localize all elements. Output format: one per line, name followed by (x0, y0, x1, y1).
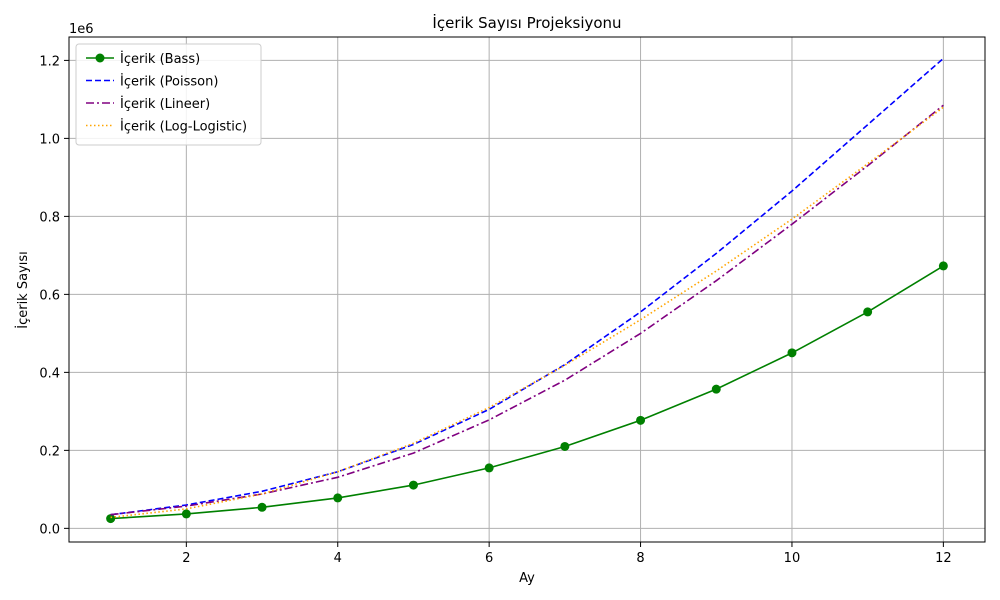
legend: İçerik (Bass) İçerik (Poisson) İçerik (Lin… (75, 43, 262, 146)
y-tick-label: 1.2 (39, 54, 60, 69)
data-point (484, 463, 494, 473)
legend-box (75, 43, 262, 146)
x-tick-label: 2 (182, 551, 190, 566)
data-point (787, 348, 797, 358)
series-lines (106, 57, 948, 524)
legend-label: İçerik (Log-Logistic) (120, 119, 247, 135)
data-point (560, 441, 570, 451)
data-point (181, 509, 191, 519)
plot-frame (68, 36, 986, 543)
y-tick-label: 0.0 (39, 522, 60, 537)
data-point (106, 514, 116, 524)
y-tick-label: 0.6 (39, 288, 60, 303)
x-tick-label: 6 (485, 551, 493, 566)
legend-label: İçerik (Lineer) (120, 96, 210, 112)
data-point (938, 261, 948, 271)
x-tick-label: 10 (784, 551, 801, 566)
data-point (711, 384, 721, 394)
legend-label: İçerik (Bass) (120, 51, 200, 67)
data-point (636, 415, 646, 425)
y-tick-label: 0.2 (39, 444, 60, 459)
y-tick-label: 0.8 (39, 210, 60, 225)
series-line (110, 106, 944, 519)
y-offset-label: 1e6 (69, 22, 94, 37)
x-tick-label: 8 (636, 551, 644, 566)
data-point (408, 480, 418, 490)
data-point (257, 502, 267, 512)
grid (69, 37, 985, 542)
chart-title: İçerik Sayısı Projeksiyonu (432, 13, 621, 32)
series-line (110, 57, 944, 516)
x-axis-title: Ay (519, 571, 535, 586)
data-point (863, 307, 873, 317)
y-tick-label: 1.0 (39, 132, 60, 147)
y-axis-title: İçerik Sayısı (15, 251, 31, 329)
legend-marker (95, 53, 105, 63)
series-line (110, 265, 944, 520)
x-tick-label: 4 (334, 551, 342, 566)
series-1 (106, 261, 948, 524)
series-4 (110, 106, 944, 519)
legend-label: İçerik (Poisson) (120, 74, 218, 90)
series-2 (110, 57, 944, 516)
x-tick-label: 12 (935, 551, 952, 566)
axis-ticks: 2 4 6 8 10 12 0.0 0.2 0.4 0.6 0.8 1.0 1.2 (39, 54, 951, 566)
data-point (333, 493, 343, 503)
y-tick-label: 0.4 (39, 366, 60, 381)
